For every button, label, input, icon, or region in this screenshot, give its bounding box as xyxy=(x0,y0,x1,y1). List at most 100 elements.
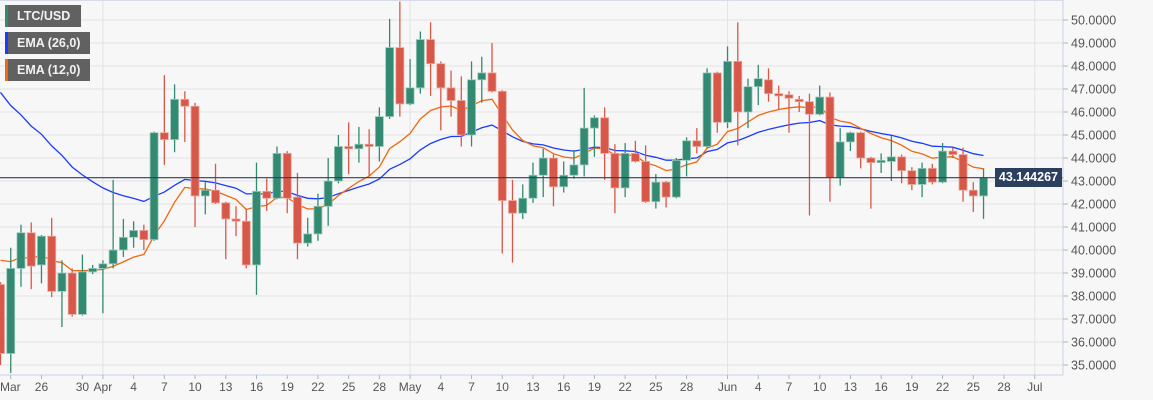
candle-body xyxy=(590,117,599,129)
candle-down xyxy=(549,154,558,207)
x-tick-label: 10 xyxy=(813,380,827,394)
candle-down xyxy=(610,144,620,214)
candle-down xyxy=(67,268,77,317)
candle-body xyxy=(876,159,886,164)
candle-down xyxy=(47,217,57,298)
candle-body xyxy=(508,200,517,214)
candle-body xyxy=(149,132,159,241)
candle-up xyxy=(682,137,691,177)
x-tick-label: 19 xyxy=(281,380,295,394)
y-axis: 35.0000 36.0000 37.0000 38.0000 39.0000 40.00… xyxy=(1063,14,1116,373)
x-tick-label: 25 xyxy=(967,380,981,394)
y-tick-label: 46.0000 xyxy=(1071,106,1116,120)
y-tick-label: 44.0000 xyxy=(1071,152,1116,166)
x-axis: Mar 26 30 Apr 4 7 10 13 16 19 22 25 28 May 4 7 10 13 16 19 2… xyxy=(0,375,1042,394)
candle-body xyxy=(784,94,794,99)
candle-down xyxy=(712,71,722,133)
candle-up xyxy=(846,131,855,152)
candle-body xyxy=(303,233,313,244)
candle-body xyxy=(231,218,241,222)
candle-up xyxy=(579,87,589,177)
candle-down xyxy=(897,154,907,184)
candle-up xyxy=(938,143,947,184)
legend-ema-12[interactable]: EMA (12,0) xyxy=(5,59,90,81)
candle-up xyxy=(6,247,16,374)
y-tick-label: 43.0000 xyxy=(1071,175,1116,189)
candle-body xyxy=(528,174,538,199)
candle-body xyxy=(67,272,77,315)
candle-body xyxy=(47,235,57,292)
candle-body xyxy=(487,72,497,92)
ema-26-line xyxy=(0,92,984,203)
candle-body xyxy=(897,156,907,172)
candle-up xyxy=(917,162,927,198)
legend-label: LTC/USD xyxy=(17,9,71,23)
candle-body xyxy=(600,117,610,154)
candle-body xyxy=(518,197,528,214)
y-tick-label: 36.0000 xyxy=(1071,336,1116,350)
x-tick-label: 19 xyxy=(588,380,602,394)
candle-body xyxy=(846,132,855,143)
candle-body xyxy=(354,143,364,150)
candle-body xyxy=(805,101,814,115)
candle-body xyxy=(620,152,630,189)
candle-down xyxy=(139,224,149,250)
y-tick-label: 48.0000 xyxy=(1071,60,1116,74)
candle-down xyxy=(497,90,507,254)
candle-down xyxy=(764,68,773,102)
candle-body xyxy=(37,235,46,266)
y-tick-label: 47.0000 xyxy=(1071,83,1116,97)
series-color-swatch xyxy=(5,59,8,81)
candle-up xyxy=(88,264,98,275)
x-tick-label: 13 xyxy=(526,380,540,394)
x-tick-label: 7 xyxy=(786,380,793,394)
candle-up xyxy=(415,31,425,94)
x-tick-label: Jul xyxy=(1027,380,1042,394)
candle-up xyxy=(723,46,732,129)
candle-up xyxy=(272,146,282,200)
candle-body xyxy=(774,93,784,97)
candle-down xyxy=(692,128,702,154)
candle-up xyxy=(313,193,323,241)
candle-up xyxy=(876,153,886,173)
y-tick-label: 40.0000 xyxy=(1071,244,1116,258)
x-tick-label: 10 xyxy=(188,380,202,394)
candle-up xyxy=(886,136,896,181)
series-color-swatch xyxy=(5,5,8,27)
candle-up xyxy=(354,126,364,163)
candle-body xyxy=(200,189,210,197)
candle-body xyxy=(733,61,743,113)
candle-down xyxy=(211,163,220,204)
candle-up xyxy=(753,64,763,106)
candle-up xyxy=(334,135,343,184)
candle-body xyxy=(374,116,384,147)
candle-up xyxy=(149,131,159,241)
candle-up xyxy=(57,260,67,328)
candle-down xyxy=(774,85,784,110)
x-tick-label: 13 xyxy=(219,380,233,394)
y-tick-label: 42.0000 xyxy=(1071,198,1116,212)
candle-body xyxy=(159,132,169,140)
x-tick-label: 28 xyxy=(680,380,694,394)
candle-body xyxy=(467,79,476,136)
x-tick-label: 25 xyxy=(342,380,356,394)
candle-up xyxy=(528,162,538,203)
candle-down xyxy=(456,76,466,147)
candle-up xyxy=(323,158,333,226)
candle-body xyxy=(968,189,978,197)
x-tick-label: 28 xyxy=(997,380,1011,394)
candle-body xyxy=(641,161,651,203)
x-tick-label: 19 xyxy=(905,380,919,394)
candle-body xyxy=(979,177,988,197)
legend-ltc-usd[interactable]: LTC/USD xyxy=(5,5,81,27)
legend-ema-26[interactable]: EMA (26,0) xyxy=(5,32,90,54)
last-price-label: 43.144267 xyxy=(994,168,1062,188)
candle-up xyxy=(303,217,313,247)
candle-body xyxy=(958,154,968,191)
x-tick-label: 26 xyxy=(35,380,49,394)
x-tick-label: 4 xyxy=(130,380,137,394)
candle-body xyxy=(815,96,825,115)
candle-down xyxy=(231,206,241,237)
candle-down xyxy=(395,1,405,117)
